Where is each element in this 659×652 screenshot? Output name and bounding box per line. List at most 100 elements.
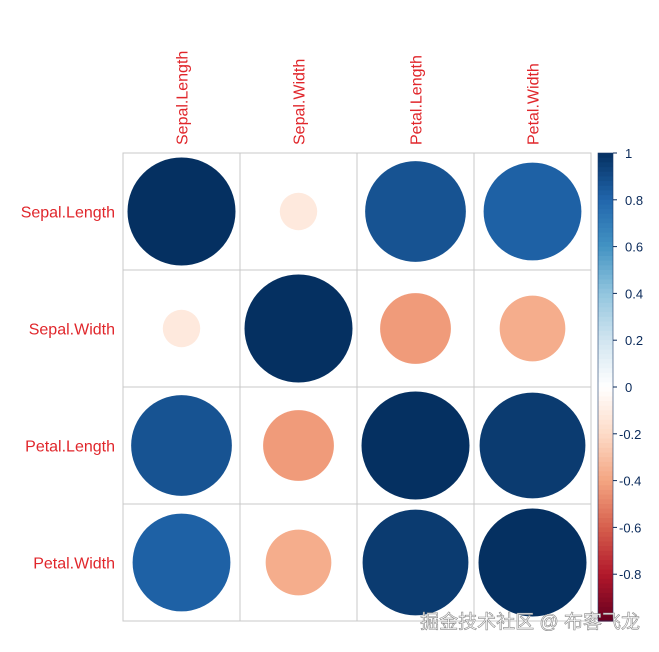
correlation-circle xyxy=(127,157,236,266)
colorbar-segment xyxy=(598,405,613,411)
colorbar-segment xyxy=(598,522,613,528)
correlation-circle xyxy=(483,162,582,261)
colorbar-segment xyxy=(598,536,613,543)
colorbar-segment xyxy=(598,288,613,294)
colorbar-segment xyxy=(598,471,613,477)
colorbar-segment xyxy=(598,358,613,365)
colorbar-segment xyxy=(598,578,613,585)
colorbar-segment xyxy=(598,265,613,271)
colorbar-segment xyxy=(598,227,613,234)
colorbar-segment xyxy=(598,532,613,538)
colorbar-segment xyxy=(598,232,613,238)
colorbar-segment xyxy=(598,363,613,369)
colorbar-segment xyxy=(598,181,613,187)
row-label: Petal.Length xyxy=(25,439,115,456)
colorbar-segment xyxy=(598,270,613,276)
watermark: 掘金技术社区 @ 布客飞龙 xyxy=(420,611,640,633)
colorbar-segment xyxy=(598,241,613,248)
colorbar-segment xyxy=(598,541,613,547)
colorbar-segment xyxy=(598,307,613,313)
column-label: Sepal.Length xyxy=(175,51,192,145)
colorbar-segment xyxy=(598,485,613,491)
correlation-circle xyxy=(478,508,587,617)
colorbar-segment xyxy=(598,377,613,383)
colorbar-segment xyxy=(598,157,613,163)
colorbar-segment xyxy=(598,176,613,182)
colorbar-tick-label: 0.8 xyxy=(625,193,643,208)
correlation-circle xyxy=(365,161,466,262)
colorbar-tick-label: 0 xyxy=(625,380,632,395)
colorbar-segment xyxy=(598,223,613,229)
colorbar-segment xyxy=(598,475,613,482)
colorbar-segment xyxy=(598,550,613,557)
colorbar-segment xyxy=(598,447,613,454)
colorbar-segment xyxy=(598,489,613,496)
colorbar-segment xyxy=(598,461,613,468)
colorbar-segment xyxy=(598,340,613,346)
colorbar-segment xyxy=(598,246,613,252)
colorbar-segment xyxy=(598,387,613,393)
colorbar-segment xyxy=(598,213,613,220)
colorbar-segment xyxy=(598,279,613,285)
correlation-circle xyxy=(263,410,334,481)
colorbar-segment xyxy=(598,569,613,575)
correlation-circle xyxy=(362,509,469,616)
colorbar-segment xyxy=(598,326,613,332)
colorbar-segment xyxy=(598,606,613,613)
colorbar-segment xyxy=(598,391,613,397)
colorbar-segment xyxy=(598,466,613,472)
colorbar-segment xyxy=(598,546,613,552)
colorbar-segment xyxy=(598,611,613,617)
colorbar-segment xyxy=(598,274,613,280)
colorbar-segment xyxy=(598,153,613,159)
colorbar-segment xyxy=(598,255,613,262)
colorbar-segment xyxy=(598,560,613,566)
colorbar-segment xyxy=(598,499,613,505)
colorbar-tick-label: -0.6 xyxy=(619,520,641,535)
colorbar-segment xyxy=(598,616,613,622)
colorbar-tick-label: 0.4 xyxy=(625,286,643,301)
correlation-circle xyxy=(244,274,353,383)
colorbar-segment xyxy=(598,588,613,594)
colorbar-segment xyxy=(598,592,613,599)
correlation-circle xyxy=(499,295,566,362)
colorbar-segment xyxy=(598,237,613,243)
colorbar-segment xyxy=(598,171,613,177)
colorbar-segment xyxy=(598,504,613,510)
colorbar-segment xyxy=(598,401,613,407)
colorbar-segment xyxy=(598,162,613,168)
row-label: Sepal.Width xyxy=(29,322,115,339)
colorbar-segment xyxy=(598,260,613,266)
colorbar-segment xyxy=(598,185,613,192)
colorbar-tick-label: 0.6 xyxy=(625,240,643,255)
colorbar-segment xyxy=(598,527,613,533)
row-label: Petal.Width xyxy=(33,556,115,573)
colorbar-segment xyxy=(598,251,613,257)
colorbar-segment xyxy=(598,494,613,500)
correlation-circle xyxy=(479,392,586,499)
colorbar-segment xyxy=(598,480,613,486)
colorbar-segment xyxy=(598,396,613,402)
colorbar-segment xyxy=(598,429,613,435)
column-label: Petal.Width xyxy=(526,63,543,145)
colorbar-segment xyxy=(598,344,613,351)
colorbar-segment xyxy=(598,312,613,318)
colorbar-segment xyxy=(598,368,613,374)
colorbar-segment xyxy=(598,564,613,571)
correlation-circle xyxy=(361,391,470,500)
correlation-circle xyxy=(279,192,318,231)
colorbar-segment xyxy=(598,443,613,449)
colorbar-segment xyxy=(598,354,613,360)
colorbar-tick-label: -0.2 xyxy=(619,427,641,442)
colorbar-segment xyxy=(598,209,613,215)
column-label: Petal.Length xyxy=(409,55,426,145)
colorbar-segment xyxy=(598,218,613,224)
colorbar-segment xyxy=(598,438,613,444)
colorbar-segment xyxy=(598,167,613,173)
colorbar-segment xyxy=(598,424,613,430)
correlation-circle xyxy=(132,513,231,612)
colorbar-segment xyxy=(598,574,613,580)
colorbar-segment xyxy=(598,335,613,341)
colorbar-segment xyxy=(598,597,613,603)
